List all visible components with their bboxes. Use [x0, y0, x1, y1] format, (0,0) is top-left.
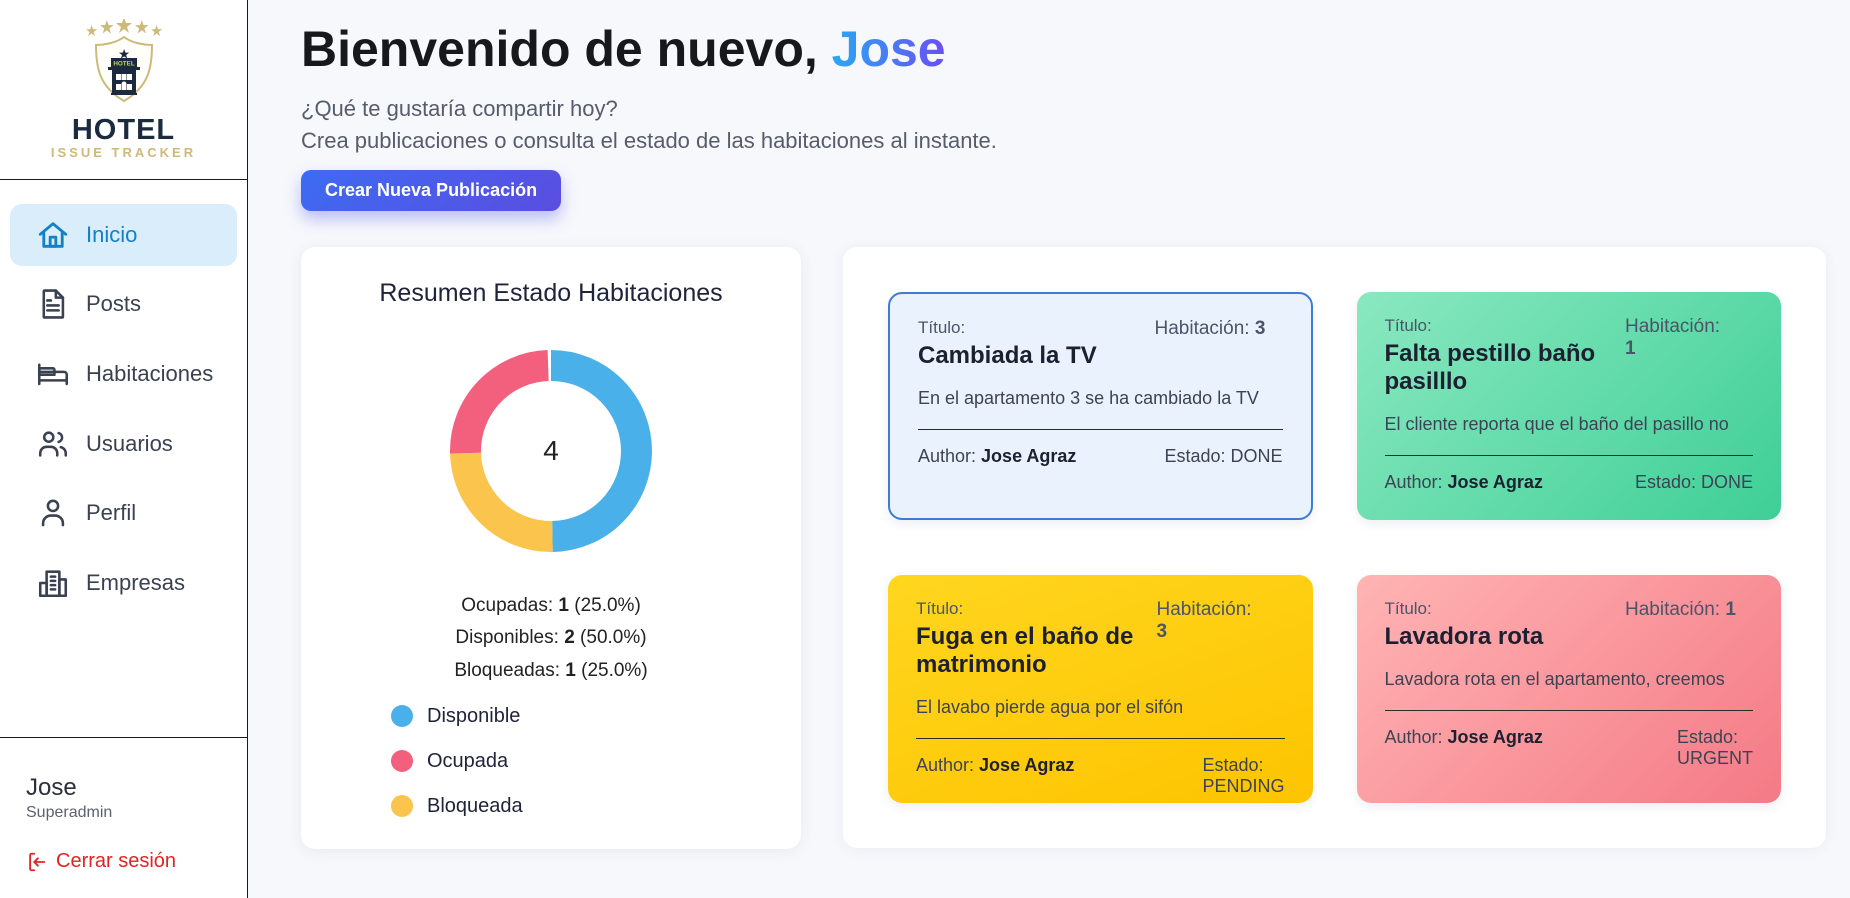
svg-text:HOTEL: HOTEL — [113, 60, 134, 67]
